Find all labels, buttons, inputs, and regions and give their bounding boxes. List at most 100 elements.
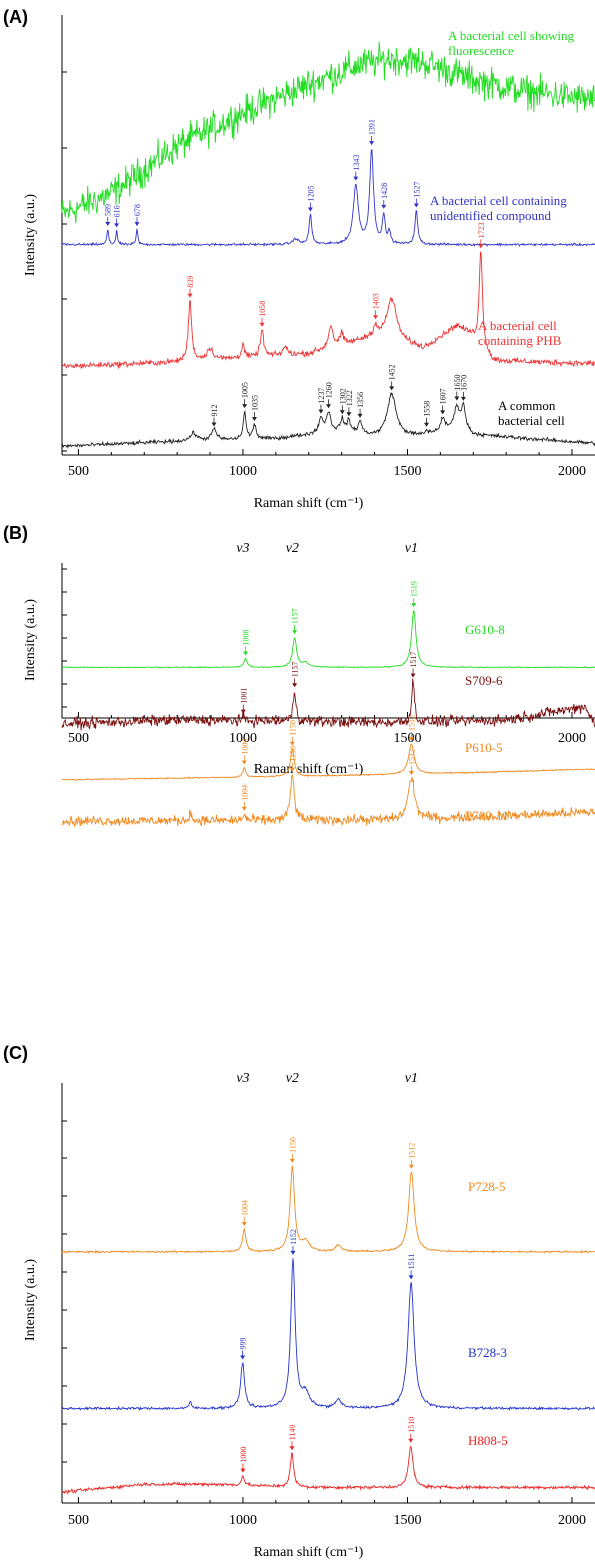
peak-label-panel-a-2-1403: 1403 (372, 293, 381, 309)
peak-label-panel-a-1-678: 678 (133, 204, 142, 216)
mode-label-panel-c-v2: v2 (286, 1071, 299, 1086)
series-label-panel-b-2-line-0: P610-5 (465, 740, 503, 755)
peak-label-panel-b-3-1150: 1150 (288, 746, 297, 762)
peak-label-panel-b-1-1157: 1157 (291, 662, 300, 678)
peak-label-panel-c-1-1511: 1511 (407, 1254, 416, 1270)
spectrum-line-panel-a-3 (61, 392, 595, 449)
series-label-panel-c-2-line-0: H808-5 (468, 1433, 508, 1448)
y-axis-title-panel-c: Intensity (a.u.) (23, 1259, 38, 1341)
peak-arrow-panel-a-3-1322 (346, 412, 352, 417)
x-tick-label-panel-a-2000: 2000 (558, 464, 586, 479)
x-tick-label-panel-c-2000: 2000 (558, 1513, 586, 1528)
x-tick-label-panel-c-1000: 1000 (229, 1513, 257, 1528)
peak-arrow-panel-a-3-1237 (318, 409, 324, 414)
peak-label-panel-b-2-1512: 1512 (407, 715, 416, 731)
spectrum-line-panel-b-1 (61, 678, 595, 731)
peak-arrow-panel-c-0-1512 (408, 1164, 414, 1169)
peak-arrow-panel-b-1-1001 (240, 709, 246, 714)
spectrum-line-panel-c-2 (62, 1445, 595, 1495)
peak-arrow-panel-c-1-1152 (290, 1250, 296, 1255)
mode-label-panel-b-v3: v3 (236, 541, 249, 556)
mode-label-panel-c-v1: v1 (405, 1071, 418, 1086)
peak-arrow-panel-a-3-1558 (424, 422, 430, 427)
peak-arrow-panel-b-3-1512 (408, 771, 414, 776)
peak-arrow-panel-b-1-1157 (292, 683, 298, 688)
x-axis-title-panel-c: Raman shift (cm⁻¹) (254, 1545, 364, 1560)
peak-arrow-panel-a-3-1650 (454, 396, 460, 401)
peak-label-panel-b-0-1157: 1157 (291, 608, 300, 624)
peak-label-panel-b-0-1519: 1519 (410, 581, 419, 597)
peak-label-panel-c-0-1004: 1004 (240, 1200, 249, 1216)
peak-label-panel-a-3-1607: 1607 (439, 388, 448, 404)
series-label-panel-a-3-line-1: bacterial cell (498, 413, 565, 428)
peak-arrow-panel-b-3-1004 (241, 806, 247, 811)
series-label-panel-c-0-line-0: P728-5 (468, 1179, 506, 1194)
peak-arrow-panel-a-3-1607 (440, 410, 446, 415)
peak-arrow-panel-a-3-1670 (460, 396, 466, 401)
peak-arrow-panel-b-2-1512 (408, 736, 414, 741)
peak-arrow-panel-b-2-1004 (241, 760, 247, 765)
y-axis-title-panel-a: Intensity (a.u.) (23, 194, 38, 276)
x-tick-label-panel-b-1000: 1000 (229, 731, 257, 746)
peak-label-panel-a-3-1237: 1237 (317, 388, 326, 404)
peak-label-panel-a-3-1322: 1322 (345, 390, 354, 406)
peak-label-panel-a-3-1558: 1558 (423, 401, 432, 417)
x-axis-title-panel-a: Raman shift (cm⁻¹) (254, 496, 364, 511)
mode-label-panel-b-v1: v1 (405, 541, 418, 556)
peak-arrow-panel-b-0-1519 (411, 603, 417, 608)
peak-label-panel-a-1-1527: 1527 (412, 181, 421, 197)
peak-label-panel-a-1-1428: 1428 (380, 183, 389, 199)
peak-arrow-panel-a-3-1035 (251, 416, 257, 421)
peak-arrow-panel-b-3-1150 (289, 767, 295, 772)
x-tick-label-panel-a-1000: 1000 (229, 464, 257, 479)
panel-label-b: (B) (3, 523, 28, 543)
x-tick-label-panel-b-500: 500 (68, 731, 89, 746)
series-label-panel-a-2-line-0: A bacterial cell (478, 318, 557, 333)
peak-label-panel-a-3-1035: 1035 (250, 395, 259, 411)
peak-arrow-panel-a-2-1403 (373, 315, 379, 320)
peak-arrow-panel-a-1-1391 (369, 141, 375, 146)
peak-arrow-panel-a-3-912 (211, 422, 217, 427)
peak-arrow-panel-b-0-1008 (243, 651, 249, 656)
mode-label-panel-b-v2: v2 (286, 541, 299, 556)
peak-label-panel-c-0-1150: 1150 (288, 1137, 297, 1153)
peak-label-panel-c-1-999: 999 (239, 1337, 248, 1349)
series-label-panel-b-0-line-0: G610-8 (465, 622, 505, 637)
series-label-panel-b-3-line-0: P709-11 (465, 808, 509, 823)
panel-label-c: (C) (3, 1043, 28, 1063)
peak-label-panel-a-3-1005: 1005 (241, 382, 250, 398)
spectrum-line-panel-a-2 (61, 251, 595, 370)
peak-label-panel-b-0-1008: 1008 (242, 629, 251, 645)
peak-arrow-panel-c-0-1004 (241, 1222, 247, 1227)
spectrum-line-panel-a-1 (61, 148, 595, 248)
peak-label-panel-b-2-1004: 1004 (240, 738, 249, 754)
peak-arrow-panel-c-1-999 (240, 1355, 246, 1360)
peak-label-panel-a-2-1058: 1058 (258, 301, 267, 317)
x-tick-label-panel-b-2000: 2000 (558, 731, 586, 746)
x-tick-label-panel-a-1500: 1500 (393, 464, 421, 479)
peak-label-panel-b-3-1512: 1512 (407, 749, 416, 765)
series-label-panel-a-0-line-1: fluorescence (448, 43, 514, 58)
peak-label-panel-a-1-1205: 1205 (306, 186, 315, 202)
peak-arrow-panel-a-3-1302 (339, 410, 345, 415)
panel-label-a: (A) (3, 7, 28, 27)
peak-arrow-panel-c-0-1150 (289, 1158, 295, 1163)
peak-label-panel-b-2-1150: 1150 (288, 720, 297, 736)
series-label-panel-b-1-line-0: S709-6 (465, 673, 503, 688)
x-tick-label-panel-c-500: 500 (68, 1513, 89, 1528)
peak-arrow-panel-a-1-589 (105, 221, 111, 226)
peak-label-panel-a-2-1723: 1723 (477, 222, 486, 238)
peak-arrow-panel-a-1-1205 (307, 207, 313, 212)
peak-arrow-panel-a-1-1428 (381, 204, 387, 209)
peak-arrow-panel-a-3-1005 (242, 404, 248, 409)
peak-arrow-panel-a-2-1723 (478, 244, 484, 249)
peak-arrow-panel-b-0-1157 (292, 630, 298, 635)
x-tick-label-panel-a-500: 500 (68, 464, 89, 479)
x-tick-label-panel-c-1500: 1500 (393, 1513, 421, 1528)
peak-arrow-panel-a-1-1343 (353, 176, 359, 181)
peak-label-panel-a-3-1452: 1452 (388, 364, 397, 380)
spectrum-line-panel-c-0 (61, 1165, 595, 1255)
peak-label-panel-a-3-1356: 1356 (356, 392, 365, 408)
peak-arrow-panel-a-2-1058 (259, 322, 265, 327)
